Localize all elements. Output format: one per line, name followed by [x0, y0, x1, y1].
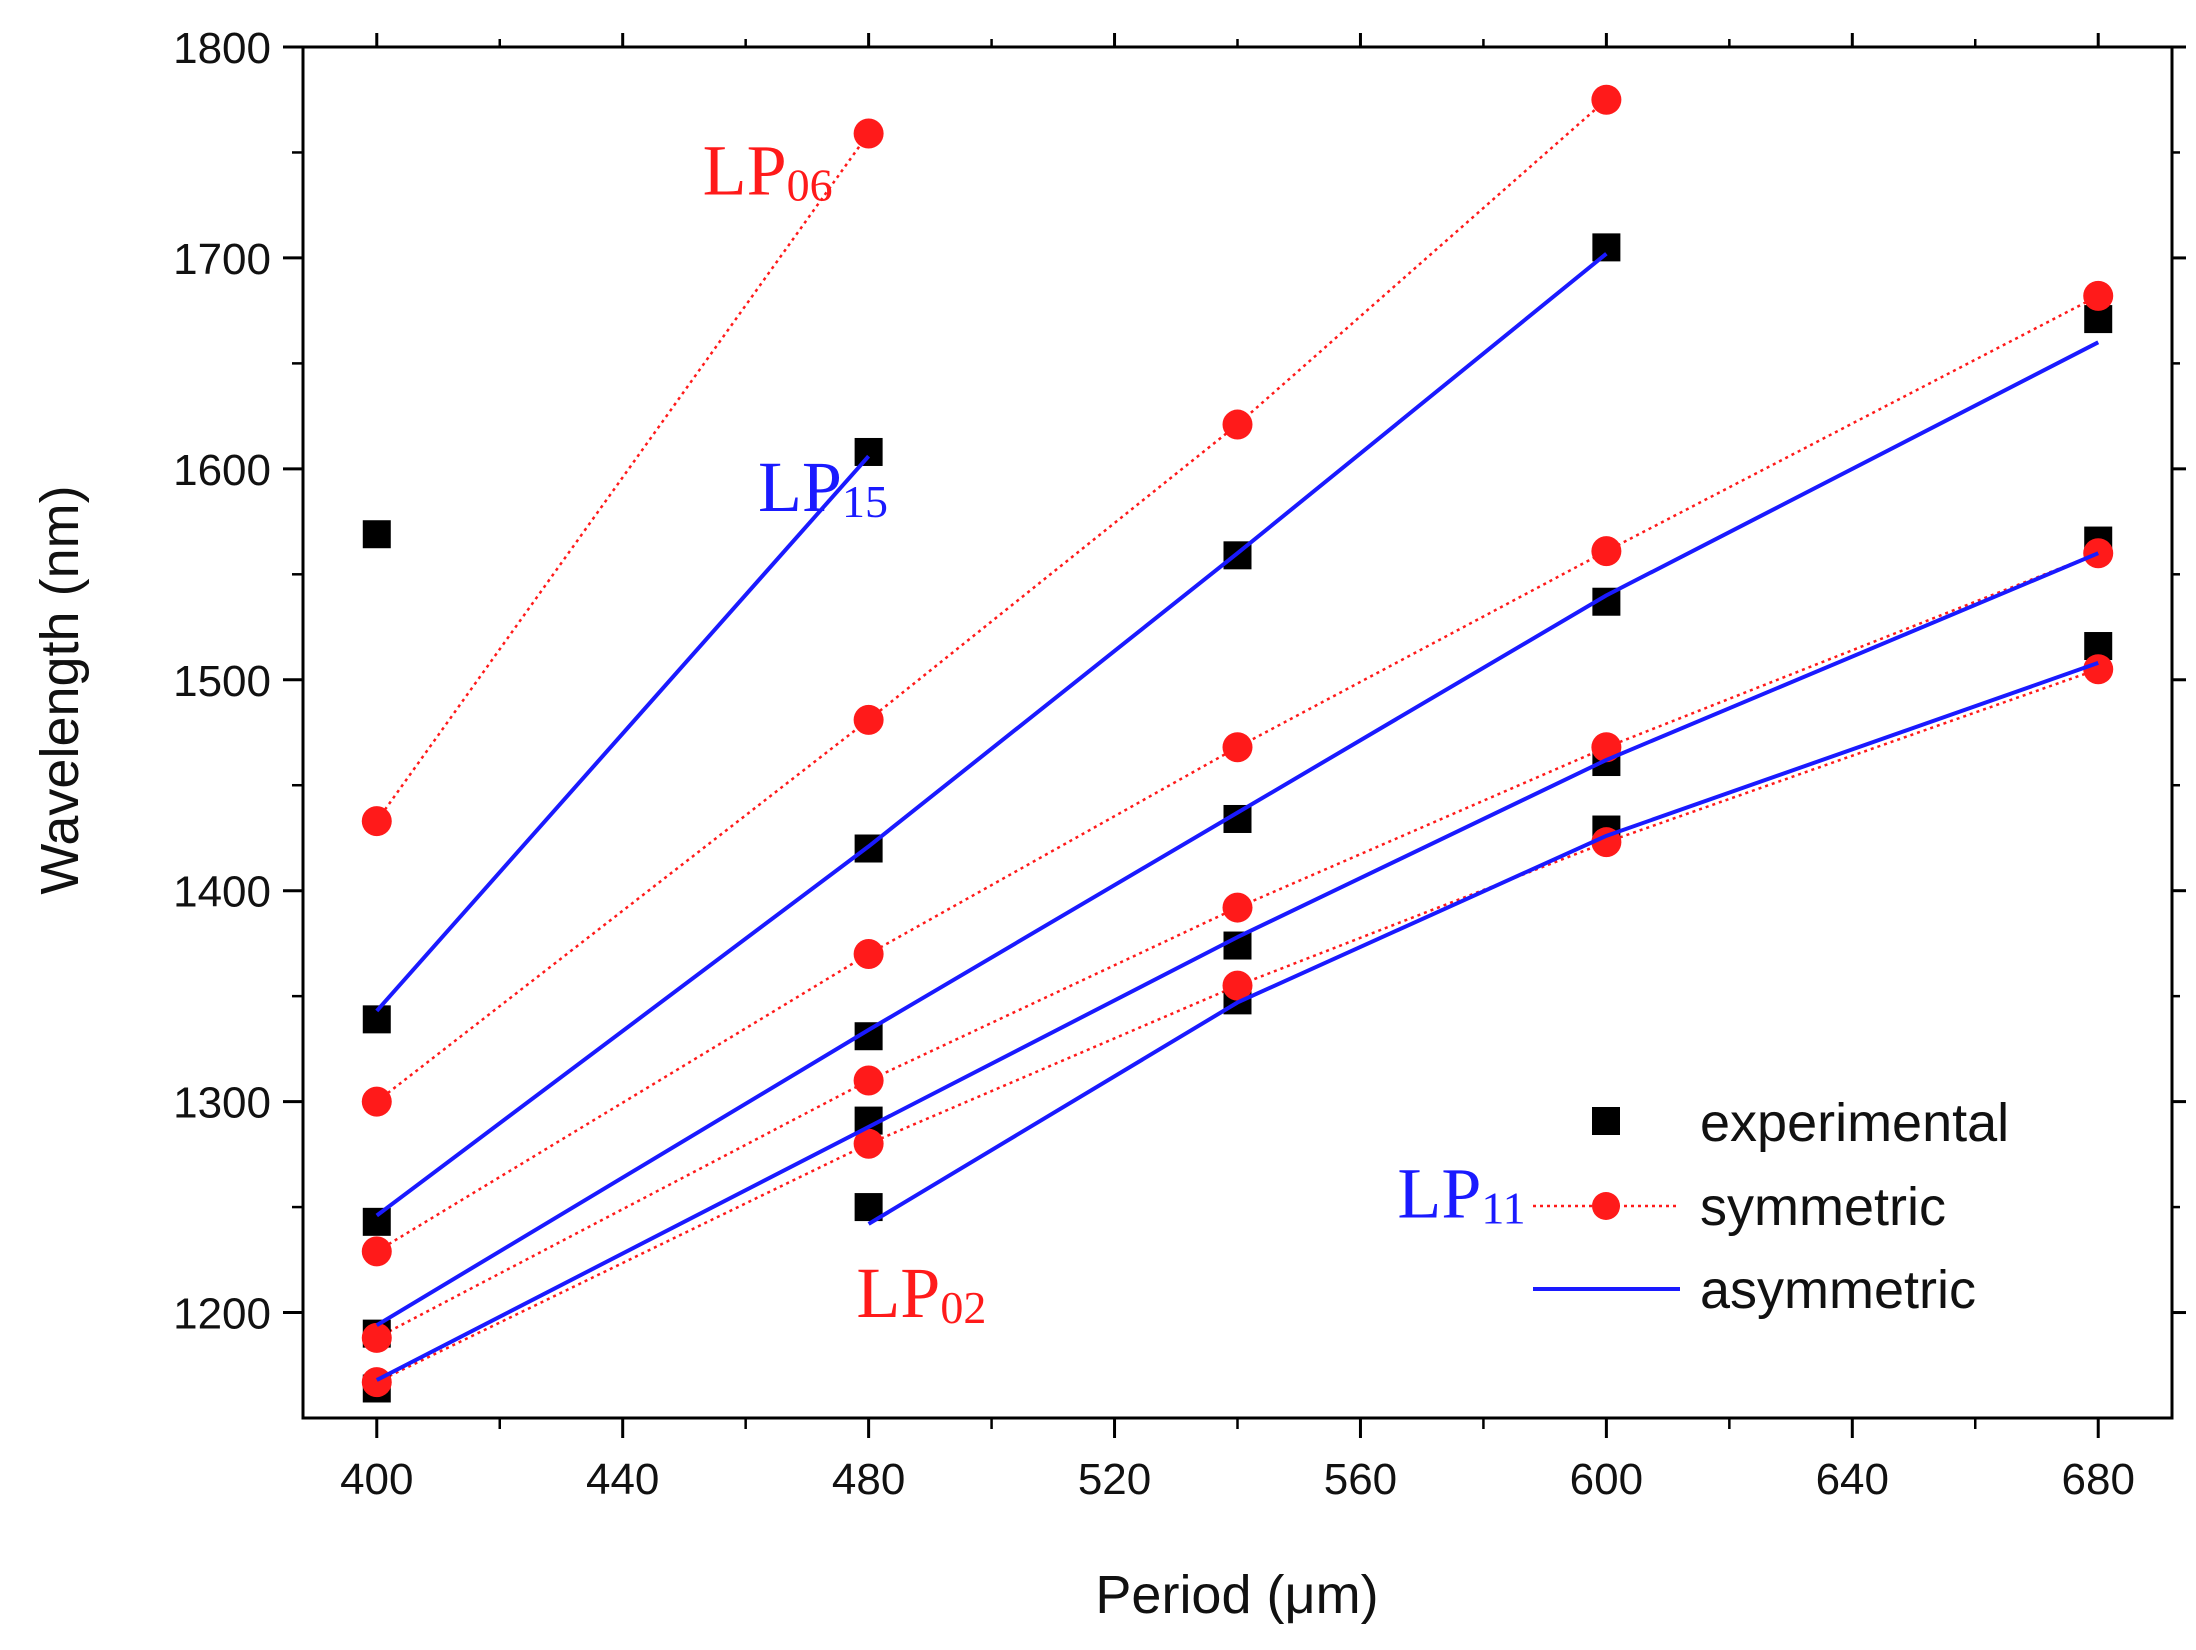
mode-label-sub-3: 02 [940, 1282, 986, 1333]
experimental-point-14 [1592, 233, 1621, 262]
asymmetric-line-4 [867, 661, 2099, 1226]
symmetric-point-2-3 [1591, 536, 1622, 567]
y-tick-label-1600: 1600 [173, 446, 271, 495]
symmetric-point-2-1 [853, 938, 884, 969]
legend-symmetric-label: symmetric [1700, 1177, 1946, 1237]
x-tick-label-640: 640 [1816, 1455, 1889, 1504]
symmetric-point-2-4 [2083, 280, 2114, 311]
legend-symmetric-marker [1592, 1192, 1620, 1220]
mode-label-sub-2: 11 [1481, 1183, 1525, 1234]
mode-label-0: LP06 [703, 131, 833, 211]
symmetric-point-3-1 [853, 1065, 884, 1096]
mode-label-sub-0: 06 [787, 160, 833, 211]
symmetric-point-1-3 [1591, 84, 1622, 115]
legend-experimental-label: experimental [1700, 1093, 2009, 1153]
mode-label-base-1: LP [758, 447, 842, 527]
asymmetric-line-1 [375, 252, 1608, 1218]
axes: 400 440 480 520 560 600 640 680 1200 1300 1400 1500… [173, 24, 2186, 1504]
y-axis-title: Wavelength (nm) [30, 485, 90, 894]
symmetric-line-1 [376, 98, 1608, 1103]
y-tick-label-1500: 1500 [173, 657, 271, 706]
symmetric-point-3-0 [361, 1322, 392, 1353]
experimental-point-0 [362, 520, 391, 549]
mode-label-3: LP02 [856, 1253, 986, 1333]
asymmetric-line-3 [375, 551, 2099, 1382]
experimental-point-5 [854, 437, 883, 466]
y-tick-label-1300: 1300 [173, 1079, 271, 1128]
symmetric-point-3-2 [1222, 892, 1253, 923]
x-tick-label-440: 440 [586, 1455, 659, 1504]
x-tick-label-480: 480 [832, 1455, 905, 1504]
symmetric-point-1-0 [361, 1086, 392, 1117]
y-tick-label-1800: 1800 [173, 24, 271, 73]
symmetric-point-0-0 [361, 806, 392, 837]
mode-label-base-3: LP [856, 1253, 940, 1333]
y-tick-label-1200: 1200 [173, 1290, 271, 1339]
legend: experimental symmetric asymmetric [1533, 1093, 2009, 1320]
symmetric-point-1-2 [1222, 409, 1253, 440]
mode-label-sub-1: 15 [842, 476, 888, 527]
legend-asymmetric-label: asymmetric [1700, 1260, 1976, 1320]
experimental-point-2 [362, 1207, 391, 1236]
y-tick-label-1700: 1700 [173, 235, 271, 284]
x-tick-label-560: 560 [1324, 1455, 1397, 1504]
symmetric-point-4-1 [853, 1128, 884, 1159]
symmetric-point-2-2 [1222, 732, 1253, 763]
x-tick-label-400: 400 [340, 1455, 413, 1504]
symmetric-point-1-1 [853, 704, 884, 735]
x-tick-label-520: 520 [1078, 1455, 1151, 1504]
y-tick-label-1400: 1400 [173, 868, 271, 917]
mode-label-base-2: LP [1397, 1154, 1481, 1234]
symmetric-line-0 [375, 132, 870, 822]
symmetric-point-2-0 [361, 1236, 392, 1267]
symmetric-line-3 [376, 552, 2099, 1339]
x-tick-label-680: 680 [2062, 1455, 2135, 1504]
symmetric-point-0-1 [853, 118, 884, 149]
mode-label-1: LP15 [758, 447, 888, 527]
plot-area [361, 84, 2114, 1403]
asymmetric-line-0 [375, 454, 871, 1013]
x-axis-title: Period (μm) [1095, 1565, 1378, 1625]
legend-experimental-marker [1592, 1107, 1620, 1135]
mode-label-base-0: LP [703, 131, 787, 211]
mode-label-2: LP11 [1397, 1154, 1525, 1234]
symmetric-point-4-2 [1222, 970, 1253, 1001]
symmetric-point-4-0 [361, 1367, 392, 1398]
symmetric-point-4-4 [2083, 654, 2114, 685]
x-tick-label-600: 600 [1570, 1455, 1643, 1504]
asymmetric-line-2 [375, 340, 2100, 1327]
